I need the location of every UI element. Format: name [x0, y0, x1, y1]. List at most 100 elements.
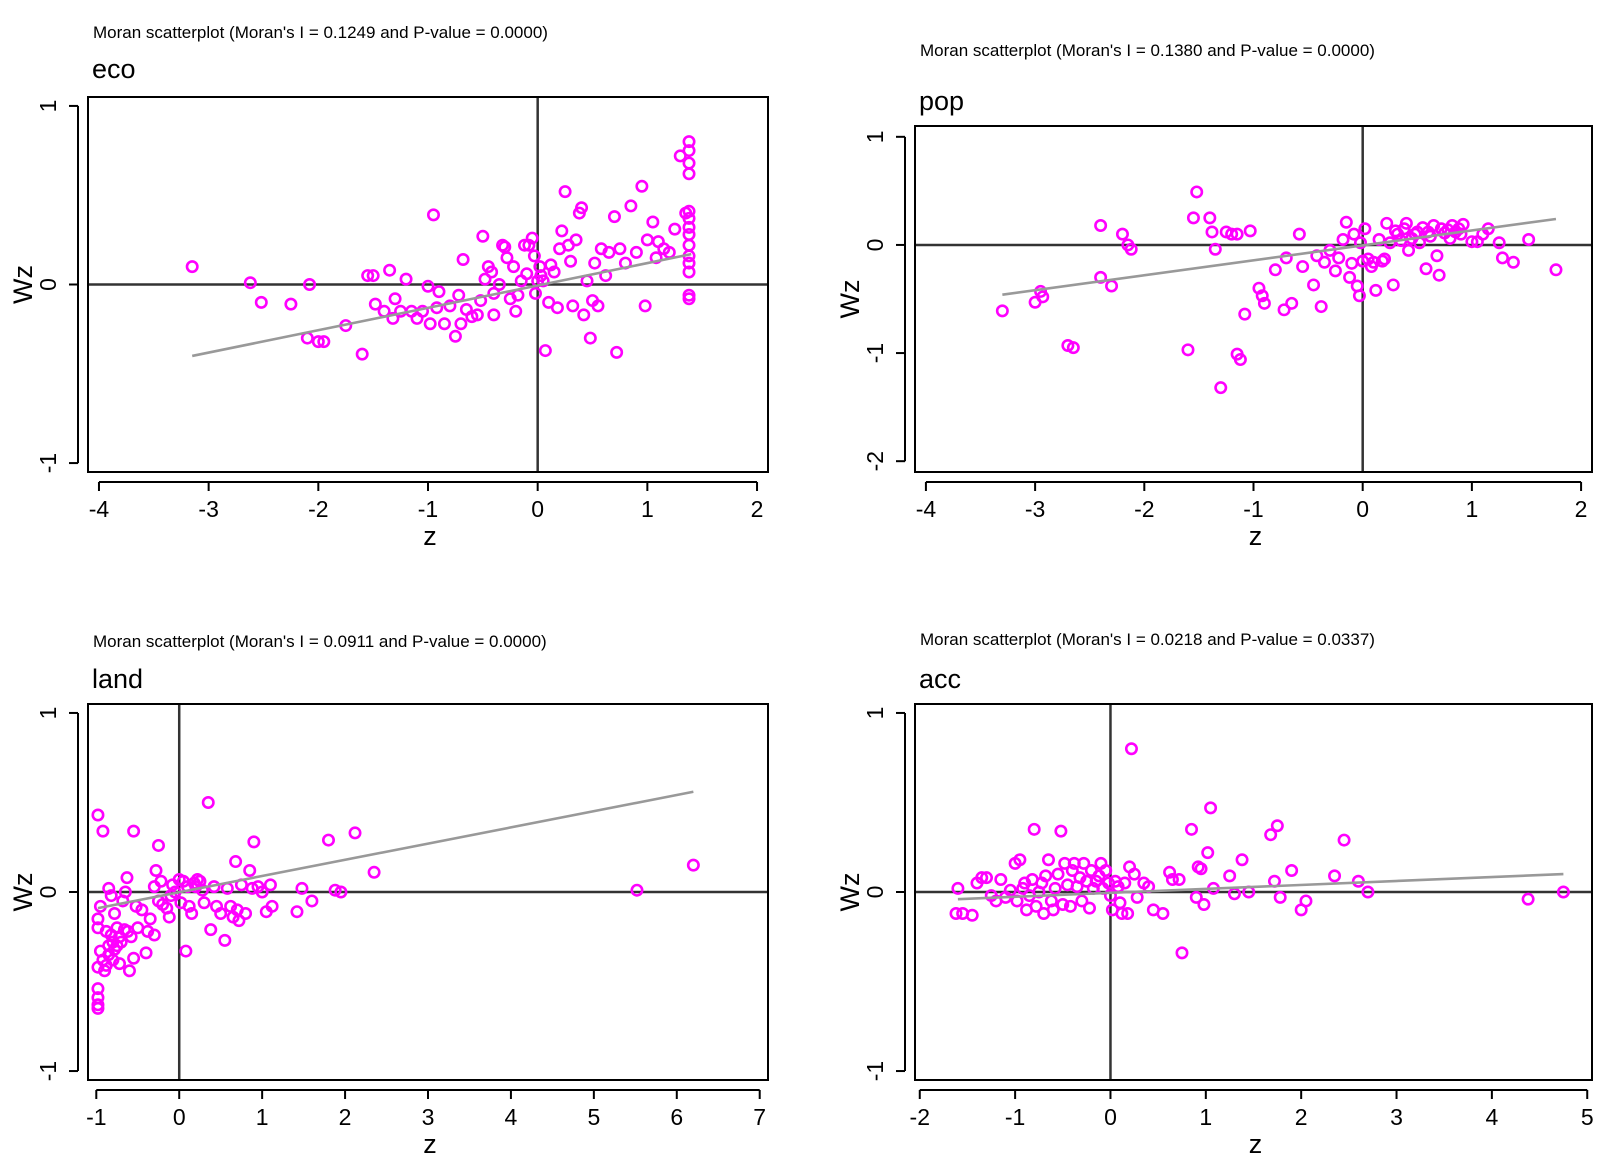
data-point	[1402, 243, 1416, 257]
data-point	[1332, 251, 1346, 265]
chart-subtitle: land	[92, 664, 143, 694]
data-point	[290, 905, 304, 919]
data-point	[91, 912, 105, 926]
data-point	[995, 304, 1009, 318]
data-point	[1361, 885, 1375, 899]
data-point	[1214, 381, 1228, 395]
data-point	[1380, 216, 1394, 230]
x-tick-label: -2	[308, 496, 328, 522]
x-tick-label: 4	[1485, 1104, 1498, 1130]
data-point	[522, 238, 536, 252]
x-tick-label: -4	[89, 496, 110, 522]
data-point	[1094, 270, 1108, 284]
data-point	[1230, 227, 1244, 241]
data-point	[1506, 255, 1520, 269]
data-point	[1369, 283, 1383, 297]
data-point	[204, 923, 218, 937]
data-point	[613, 242, 627, 256]
data-point	[980, 871, 994, 885]
data-point	[182, 899, 196, 913]
data-point	[255, 885, 269, 899]
data-point	[162, 910, 176, 924]
x-tick-label: 2	[1295, 1104, 1308, 1130]
data-point	[143, 912, 157, 926]
data-point	[1556, 885, 1570, 899]
data-point	[1264, 828, 1278, 842]
data-point	[1094, 218, 1108, 232]
data-point	[1186, 211, 1200, 225]
data-point	[470, 308, 484, 322]
data-point	[1465, 235, 1479, 249]
data-point	[254, 295, 268, 309]
data-point	[423, 317, 437, 331]
data-point	[243, 276, 257, 290]
data-point	[682, 292, 696, 306]
data-point	[1208, 242, 1222, 256]
data-point	[1347, 227, 1361, 241]
data-point	[624, 199, 638, 213]
data-point	[1386, 278, 1400, 292]
data-point	[1205, 225, 1219, 239]
y-tick-label: 1	[35, 707, 61, 720]
y-tick-label: -1	[35, 1061, 61, 1081]
data-point	[1495, 251, 1509, 265]
data-point	[1328, 869, 1342, 883]
data-point	[1029, 899, 1043, 913]
data-point	[1077, 856, 1091, 870]
data-point	[1233, 353, 1247, 367]
data-point	[127, 824, 141, 838]
data-point	[104, 889, 118, 903]
data-point	[154, 874, 168, 888]
data-point	[649, 251, 663, 265]
data-point	[1185, 822, 1199, 836]
data-point	[476, 229, 490, 243]
data-point	[1521, 892, 1535, 906]
y-tick-label: -1	[862, 343, 888, 363]
data-point	[1292, 227, 1306, 241]
data-point	[1238, 307, 1252, 321]
data-point	[558, 185, 572, 199]
data-point	[682, 220, 696, 234]
data-point	[1165, 872, 1179, 886]
data-point	[1279, 251, 1293, 265]
data-point	[509, 304, 523, 318]
data-point	[1430, 249, 1444, 263]
data-point	[538, 344, 552, 358]
data-point	[640, 233, 654, 247]
regression-line	[191, 252, 692, 358]
data-point	[682, 156, 696, 170]
data-point	[214, 906, 228, 920]
data-point	[1075, 894, 1089, 908]
data-point	[965, 908, 979, 922]
data-point	[114, 935, 128, 949]
data-point	[1456, 217, 1470, 231]
data-point	[1190, 185, 1204, 199]
data-point	[525, 231, 539, 245]
y-tick-label: 0	[35, 278, 61, 291]
data-point	[1354, 236, 1368, 250]
data-point	[388, 292, 402, 306]
data-point	[1296, 260, 1310, 274]
data-point	[421, 279, 435, 293]
data-point	[284, 297, 298, 311]
x-tick-label: -2	[1134, 496, 1154, 522]
x-tick-label: 2	[339, 1104, 352, 1130]
data-point	[426, 208, 440, 222]
data-point	[127, 951, 141, 965]
x-tick-label: 0	[173, 1104, 186, 1130]
data-point	[1036, 290, 1050, 304]
scatter-panel-land: Moran scatterplot (Moran's I = 0.0911 an…	[8, 632, 769, 1159]
x-tick-label: 0	[531, 496, 544, 522]
data-point	[564, 254, 578, 268]
data-point	[1066, 341, 1080, 355]
data-point	[247, 835, 261, 849]
plot-frame	[914, 125, 1593, 473]
data-point	[1103, 889, 1117, 903]
data-point	[141, 924, 155, 938]
data-point	[124, 930, 138, 944]
data-point	[295, 881, 309, 895]
data-point	[118, 885, 132, 899]
data-points	[185, 135, 696, 361]
y-tick-label: 0	[35, 886, 61, 899]
data-point	[185, 906, 199, 920]
